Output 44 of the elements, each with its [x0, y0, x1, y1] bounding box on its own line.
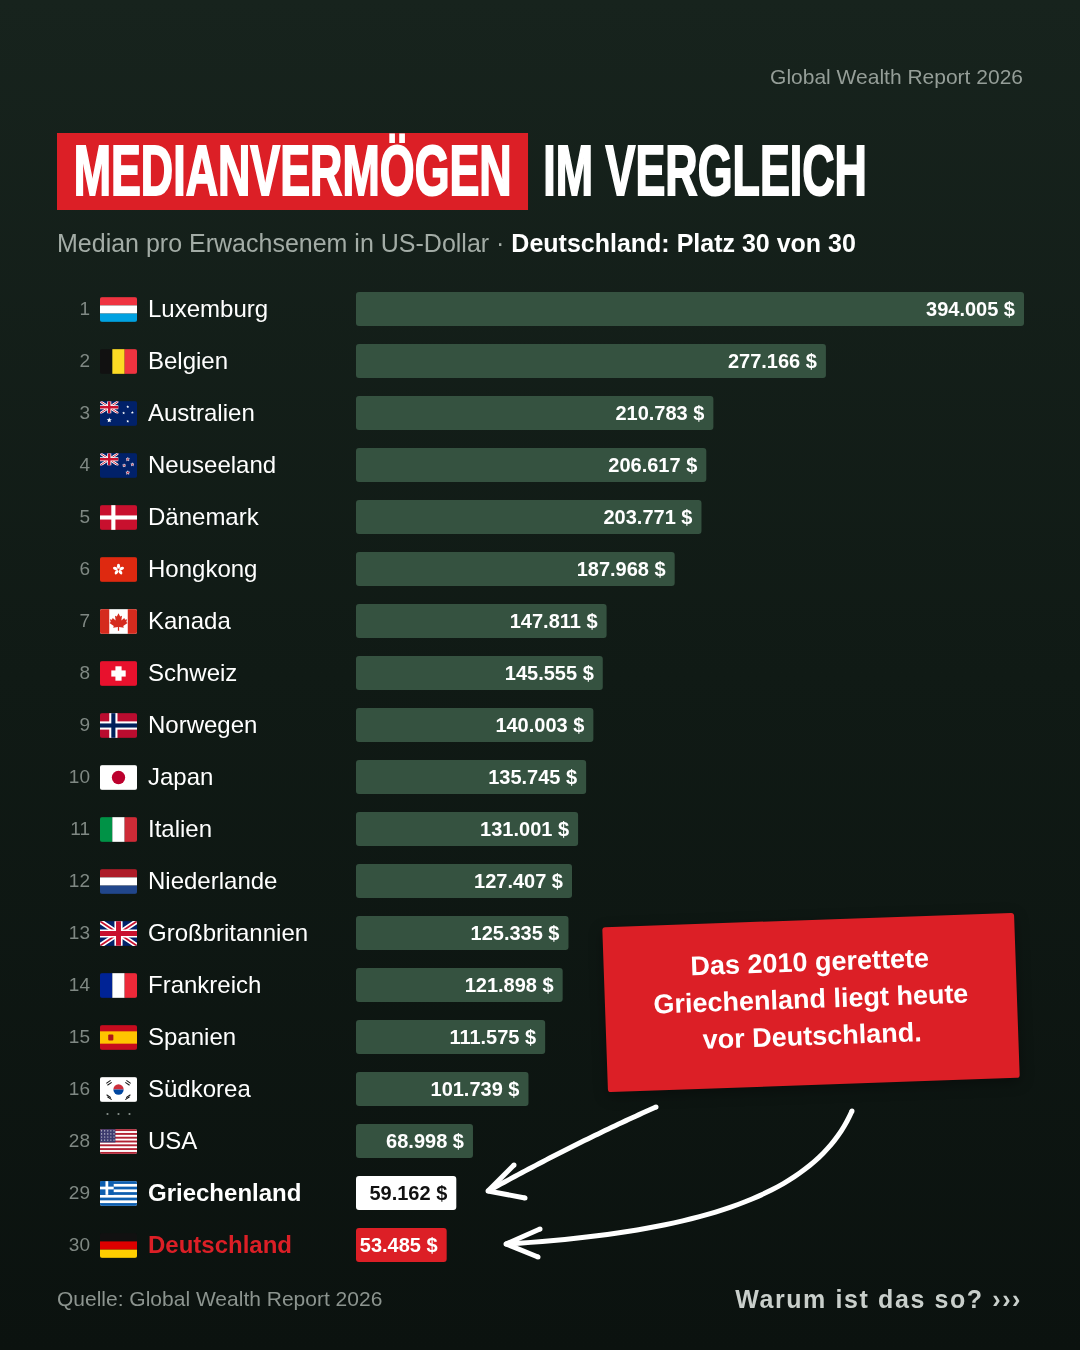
category-label: 1 Luxemburg [79, 295, 269, 322]
category-label: 28 USA [68, 1127, 198, 1154]
source-note: Quelle: Global Wealth Report 2026 [57, 1286, 383, 1312]
category-label: 30 Deutschland [68, 1231, 293, 1258]
data-label: 394.005 $ [926, 297, 1015, 320]
data-label: 59.162 $ [369, 1181, 448, 1204]
data-label: 68.998 $ [386, 1129, 464, 1152]
category-label: 3 Australien [79, 399, 255, 426]
text: · · · [103, 1103, 134, 1123]
data-label: 127.407 $ [474, 869, 564, 892]
data-label: 131.001 $ [480, 817, 570, 840]
text: Warum ist das so? ››› [735, 1284, 1022, 1314]
data-label: 145.555 $ [504, 661, 594, 684]
category-label: 9 Norwegen [79, 711, 258, 738]
chart-subtitle: Median pro Erwachsenem in US-Dollar · Deutschland: Platz 30 von 30 [57, 229, 856, 257]
data-label: 125.335 $ [470, 921, 560, 944]
data-label: 135.745 $ [488, 765, 578, 788]
category-label: 2 Belgien [79, 347, 229, 374]
data-label: 101.739 $ [430, 1077, 520, 1100]
category-label: 16 Südkorea [68, 1075, 251, 1102]
data-label: 121.898 $ [464, 973, 554, 996]
category-label: 8 Schweiz [79, 659, 238, 686]
data-label: 53.485 $ [359, 1233, 438, 1256]
data-label: 187.968 $ [576, 557, 666, 580]
data-label: 277.166 $ [727, 349, 817, 372]
data-label: 111.575 $ [449, 1025, 537, 1048]
category-label: 4 Neuseeland [79, 451, 277, 478]
category-label: 14 Frankreich [68, 971, 262, 998]
text: Global Wealth Report 2026 [770, 64, 1023, 90]
category-label: 10 Japan [68, 763, 214, 790]
data-label: 203.771 $ [603, 505, 693, 528]
data-label: 140.003 $ [495, 713, 585, 736]
category-label: 6 Hongkong [79, 555, 258, 582]
data-label: 210.783 $ [615, 401, 705, 424]
chart-title: MEDIANVERMÖGEN IM VERGLEICH [72, 132, 867, 210]
category-label: 15 Spanien [68, 1023, 237, 1050]
category-label: 5 Dänemark [79, 503, 259, 530]
data-label: 147.811 $ [509, 609, 598, 632]
category-label: 29 Griechenland [68, 1179, 302, 1206]
category-label: 12 Niederlande [68, 867, 278, 894]
category-label: 13 Großbritannien [68, 919, 309, 946]
category-label: 7 Kanada [79, 607, 231, 634]
data-label: 206.617 $ [608, 453, 698, 476]
category-label: 11 Italien [70, 815, 213, 842]
